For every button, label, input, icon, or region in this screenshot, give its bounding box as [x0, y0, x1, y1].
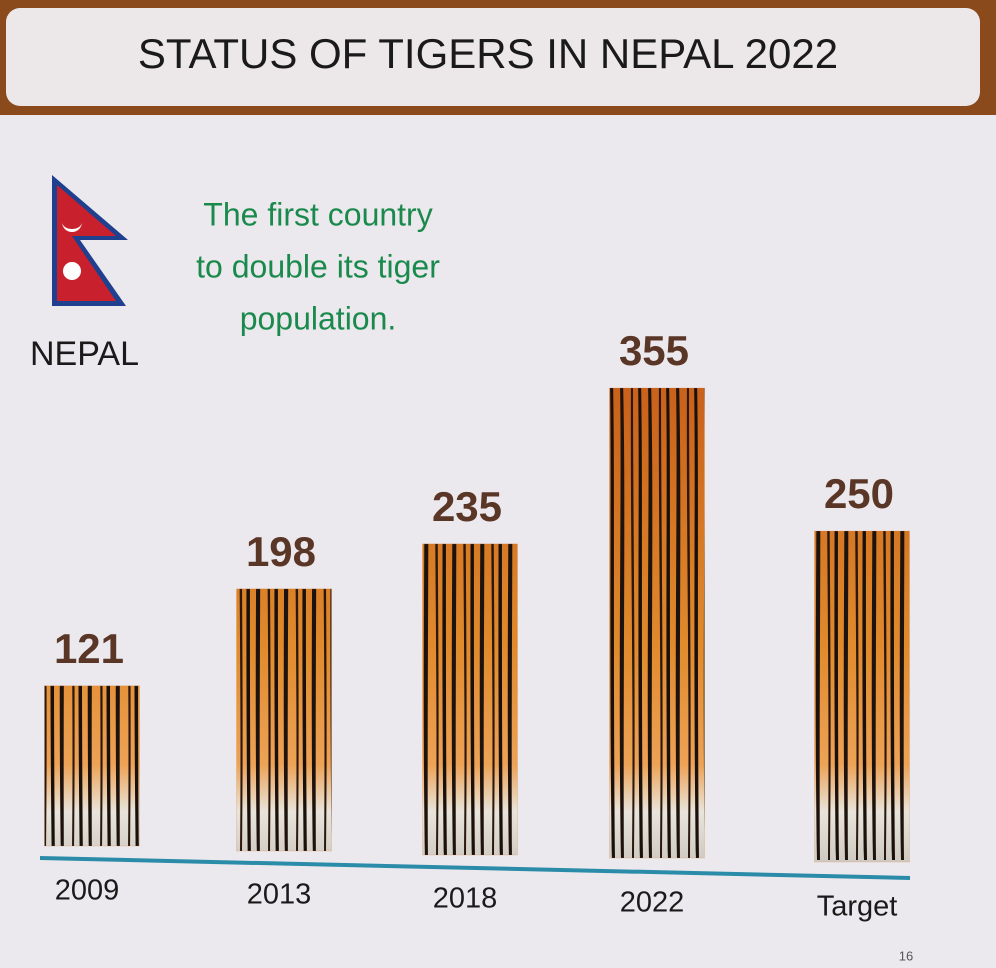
value-label: 250: [824, 470, 894, 517]
chart-title: STATUS OF TIGERS IN NEPAL 2022: [138, 30, 838, 77]
value-label: 121: [54, 625, 124, 672]
title-box: [6, 8, 980, 106]
value-label: 235: [432, 483, 502, 530]
bar: [236, 588, 332, 852]
nepal-flag: [52, 175, 128, 306]
annotation-line: The first country: [203, 196, 432, 232]
annotation-line: population.: [240, 300, 397, 336]
x-tick-label: 2013: [247, 879, 312, 911]
annotation: The first country to double its tiger popu…: [196, 196, 440, 336]
annotation-line: to double its tiger: [196, 248, 440, 284]
x-tick-label: 2009: [55, 875, 120, 907]
bar: [422, 543, 518, 856]
x-tick-label: 2018: [433, 883, 498, 915]
baseline: [39, 856, 911, 880]
country-label: NEPAL: [30, 335, 139, 373]
x-tick-label: Target: [817, 891, 898, 923]
bar: [44, 685, 140, 847]
bars: 121 2009 198 2013 235 2018 355 2022 250 Target: [44, 327, 910, 923]
x-tick-label: 2022: [620, 887, 685, 919]
bar: [814, 530, 910, 863]
value-label: 355: [619, 327, 689, 374]
value-label: 198: [246, 528, 316, 575]
bar: [609, 387, 705, 859]
page-number: 16: [899, 948, 913, 963]
